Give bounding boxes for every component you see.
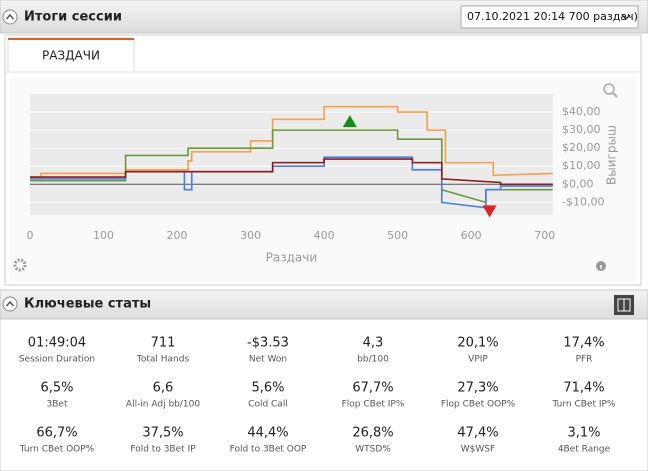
stat-value: 01:49:04 <box>28 336 86 351</box>
collapse-button[interactable] <box>2 9 18 25</box>
stat-label: Turn CBet OOP% <box>19 445 95 455</box>
collapse-icon <box>5 13 15 20</box>
stat-value: 27,3% <box>457 381 498 396</box>
stat-label: Session Duration <box>19 355 95 365</box>
stat-value: 67,7% <box>352 381 393 396</box>
plot-area <box>30 94 553 215</box>
y-tick-label: $10,00 <box>562 159 601 172</box>
x-tick-label: 500 <box>387 229 408 242</box>
stat-value: 44,4% <box>247 426 288 441</box>
stat-label: VPIP <box>468 355 488 365</box>
stat-label: All-in Adj bb/100 <box>126 400 200 410</box>
stats-area <box>0 318 648 471</box>
tab[interactable] <box>7 37 135 73</box>
stat-value: 6,6 <box>153 381 174 396</box>
collapse-button[interactable] <box>2 296 18 312</box>
x-tick-label: 200 <box>167 229 188 242</box>
tab-label: РАЗДАЧИ <box>42 49 100 63</box>
stat-value: -$3.53 <box>247 336 289 351</box>
session-select-text: 07.10.2021 20:14 700 раздач) <box>467 10 638 23</box>
extreme-marker <box>482 205 497 218</box>
y-axis-label: Выигрыш <box>605 125 619 185</box>
stat-value: 26,8% <box>352 426 393 441</box>
session-select[interactable] <box>460 5 639 29</box>
series-line <box>30 158 553 186</box>
stat-value: 20,1% <box>457 336 498 351</box>
stat-label: W$WSF <box>461 445 495 455</box>
info-glyph <box>600 265 602 269</box>
series-line <box>30 129 553 204</box>
settings-icon[interactable] <box>13 258 27 272</box>
stat-value: 37,5% <box>142 426 183 441</box>
stat-value: 3,1% <box>567 426 600 441</box>
chart: -$10,00 $0,00 $10,00 $20,00 $30,00 $40,00 0 100… <box>27 94 619 265</box>
stat-value: 5,6% <box>251 381 284 396</box>
stat-value: 47,4% <box>457 426 498 441</box>
extreme-marker <box>342 115 357 128</box>
stat-value: 6,5% <box>40 381 73 396</box>
tab-active-bar <box>8 38 134 40</box>
stat-label: Flop CBet OOP% <box>441 400 516 410</box>
collapse-icon <box>5 300 15 307</box>
stat-label: Net Won <box>249 355 287 365</box>
x-tick-label: 600 <box>461 229 482 242</box>
y-tick-label: $20,00 <box>562 141 601 154</box>
x-tick-label: 0 <box>27 229 34 242</box>
stats-header <box>0 289 648 320</box>
stat-label: WTSD% <box>355 445 391 455</box>
stat-value: 17,4% <box>563 336 604 351</box>
y-tick-label: $0,00 <box>562 177 594 190</box>
stat-label: 4Bet Range <box>558 445 611 455</box>
stats-grid: 01:49:04 Session Duration 711 Total Hands -$… <box>19 336 616 455</box>
x-tick-label: 700 <box>534 229 555 242</box>
stat-value: 4,3 <box>363 336 384 351</box>
stat-label: Fold to 3Bet IP <box>130 445 196 455</box>
stat-value: 71,4% <box>563 381 604 396</box>
y-tick-label: $40,00 <box>562 105 601 118</box>
x-axis-label: Раздачи <box>266 251 318 265</box>
y-tick-label: $30,00 <box>562 123 601 136</box>
x-tick-label: 100 <box>93 229 114 242</box>
zoom-icon[interactable] <box>603 83 615 95</box>
stat-label: Total Hands <box>136 355 190 365</box>
stat-label: bb/100 <box>357 355 389 365</box>
dropdown-arrow <box>621 14 631 20</box>
x-tick-label: 400 <box>314 229 335 242</box>
stat-label: Flop CBet IP% <box>342 400 405 410</box>
stat-label: Cold Call <box>248 400 288 410</box>
stat-label: Fold to 3Bet OOP <box>230 445 307 455</box>
stat-label: Turn CBet IP% <box>552 400 616 410</box>
zoom-handle <box>612 92 618 98</box>
header-title: Итоги сессии <box>24 10 122 25</box>
stat-value: 66,7% <box>36 426 77 441</box>
stats-title: Ключевые статы <box>24 297 151 312</box>
x-tick-label: 300 <box>240 229 261 242</box>
stat-label: PFR <box>576 355 593 365</box>
stat-value: 711 <box>151 336 176 351</box>
stat-label: 3Bet <box>47 400 68 410</box>
y-tick-label: -$10,00 <box>562 195 604 208</box>
